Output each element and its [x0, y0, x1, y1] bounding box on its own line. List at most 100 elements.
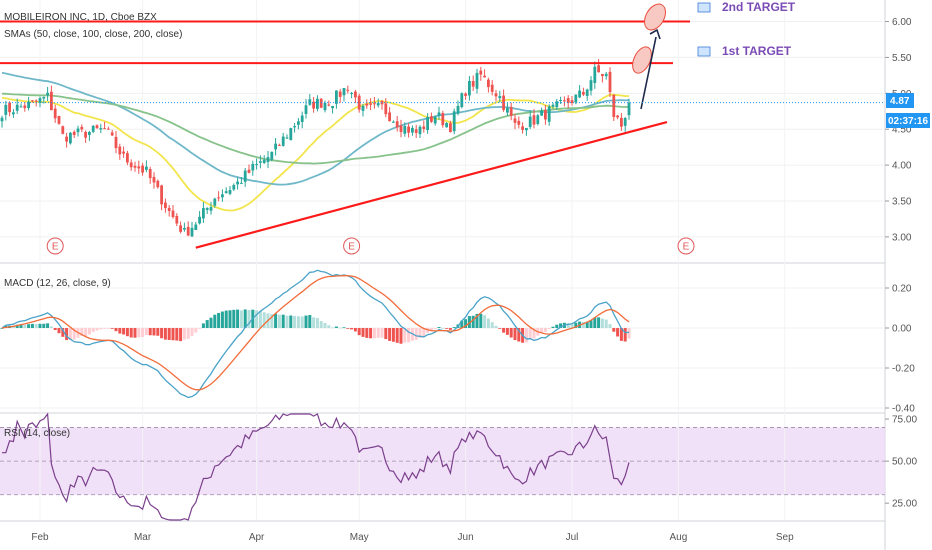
candle — [8, 101, 11, 117]
candle-body — [8, 102, 11, 113]
candle — [346, 85, 350, 94]
candle — [198, 211, 201, 225]
candle-body — [395, 121, 399, 128]
candle-body — [240, 182, 243, 184]
candle-body — [441, 113, 445, 126]
time-tick-label: May — [350, 532, 369, 543]
candle-body — [38, 98, 42, 103]
macd-histogram-bar — [61, 328, 65, 337]
candle — [46, 86, 49, 101]
macd-histogram-bar — [445, 328, 449, 329]
candle — [4, 100, 8, 121]
price-tick-label: 4.50 — [892, 125, 912, 136]
candle-body — [251, 163, 255, 171]
candle — [331, 105, 334, 114]
candle — [361, 104, 365, 117]
candle — [171, 204, 175, 219]
candle-body — [186, 226, 190, 236]
candle — [122, 146, 125, 158]
macd-histogram-bar — [403, 328, 407, 343]
last-price-badge — [886, 93, 914, 108]
candle — [536, 114, 540, 126]
macd-signal-line — [1, 275, 630, 391]
candle — [270, 151, 274, 162]
macd-histogram-bar — [532, 328, 536, 339]
candle — [373, 97, 376, 109]
candle-body — [373, 103, 376, 105]
macd-histogram-bar — [498, 328, 502, 329]
macd-histogram-bar — [593, 317, 597, 328]
candle — [433, 115, 437, 126]
candle — [69, 131, 72, 145]
macd-histogram-bar — [502, 328, 506, 333]
rsi-legend: RSI (14, close) — [4, 428, 70, 439]
candle-body — [42, 96, 46, 99]
candle-body — [289, 128, 293, 141]
candle-body — [69, 132, 72, 144]
candle — [110, 129, 114, 137]
macd-histogram-bar — [304, 315, 308, 328]
chart-title: MOBILEIRON INC, 1D, Cboe BZX — [4, 12, 157, 23]
macd-histogram-bar — [600, 318, 604, 328]
candle — [597, 59, 600, 73]
candle-body — [376, 103, 380, 106]
candle — [528, 110, 532, 130]
candle — [585, 88, 589, 101]
macd-histogram-bar — [589, 320, 593, 328]
macd-histogram-bar — [460, 320, 464, 328]
macd-histogram-bar — [148, 328, 152, 336]
candle-body — [331, 105, 334, 109]
candle — [99, 123, 103, 134]
time-tick-label: Apr — [249, 532, 265, 543]
candle — [88, 130, 91, 141]
candle-body — [133, 165, 137, 168]
rsi-tick-label: 50.00 — [892, 457, 917, 468]
countdown-badge — [886, 113, 930, 128]
overlay-layer: 2nd TARGET 1st TARGET E E E — [0, 0, 885, 255]
candle — [255, 158, 258, 170]
candle-body — [551, 104, 555, 107]
macd-histogram-bar — [547, 328, 551, 329]
candle-body — [346, 89, 350, 91]
candle-body — [183, 228, 186, 230]
candle-body — [129, 162, 133, 168]
candle — [232, 183, 236, 191]
candle-body — [483, 75, 486, 78]
candle-body — [202, 208, 205, 219]
candle-body — [0, 117, 4, 122]
target-2-ellipse — [644, 3, 666, 31]
macd-histogram-bar — [91, 328, 95, 332]
macd-histogram-bar — [133, 328, 137, 338]
candle-body — [65, 136, 68, 142]
macd-histogram-bar — [418, 328, 422, 338]
macd-histogram-bar — [190, 328, 194, 336]
macd-histogram-bar — [426, 328, 430, 333]
candle — [418, 125, 422, 139]
candle-body — [171, 210, 175, 218]
macd-histogram-bar — [543, 328, 547, 332]
macd-histogram-bar — [243, 309, 247, 328]
macd-histogram-bar — [616, 328, 620, 337]
candle — [50, 85, 53, 111]
macd-histogram-bar — [388, 328, 392, 341]
candle-body — [221, 194, 224, 198]
candle — [350, 91, 353, 99]
candle-body — [627, 102, 631, 116]
macd-histogram-bar — [285, 315, 289, 328]
macd-histogram-bar — [384, 328, 388, 340]
candle-body — [228, 189, 232, 194]
macd-histogram-bar — [80, 328, 84, 337]
macd-histogram-bar — [551, 326, 555, 328]
macd-histogram-bar — [604, 319, 608, 328]
macd-histogram-bar — [517, 328, 521, 342]
sma-legend: SMAs (50, close, 100, close, 200, close) — [4, 29, 182, 40]
candle — [627, 98, 631, 120]
macd-histogram-bar — [327, 325, 331, 328]
candle-body — [452, 111, 456, 132]
candle-body — [107, 128, 110, 130]
candle-body — [597, 65, 600, 73]
candle-body — [414, 129, 418, 133]
candle — [274, 138, 277, 156]
macd-histogram-bar — [486, 318, 490, 328]
macd-histogram-bar — [612, 328, 616, 332]
